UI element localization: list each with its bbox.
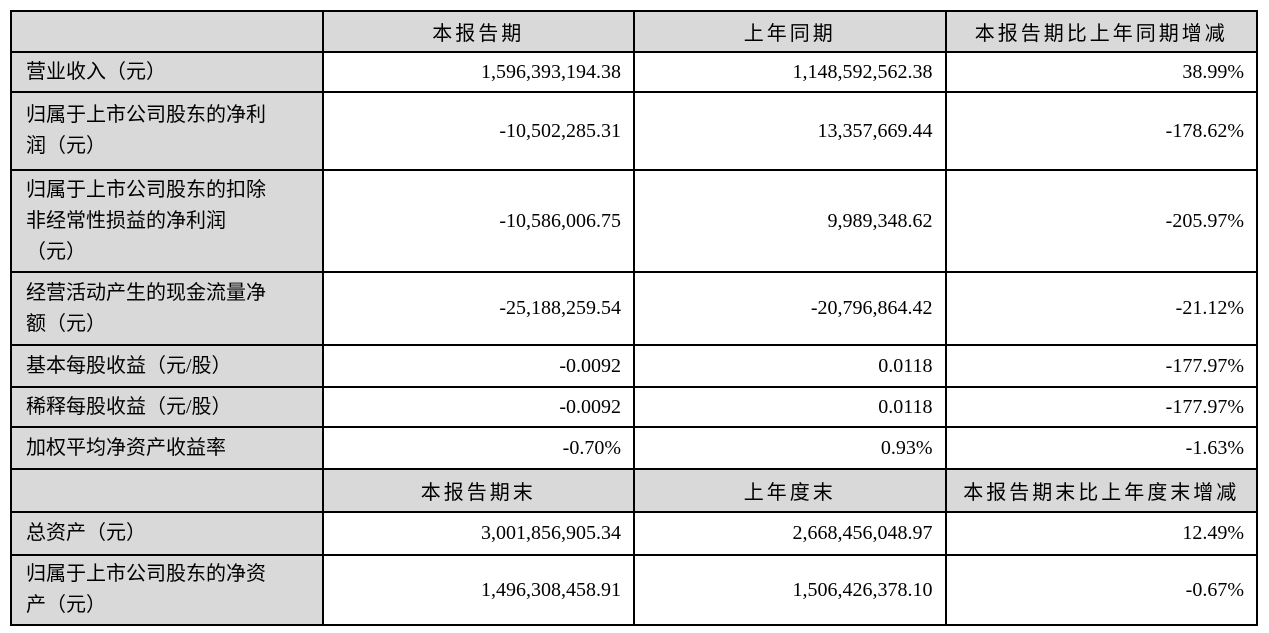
header-current-period: 本报告期 (321, 10, 635, 53)
value-total-assets-current: 3,001,856,905.34 (321, 511, 635, 556)
value-net-profit-excl-change: -205.97% (944, 169, 1258, 273)
value-diluted-eps-change: -177.97% (944, 386, 1258, 428)
value-cash-flow-current: -25,188,259.54 (321, 271, 635, 346)
header-row-period: 本报告期 上年同期 本报告期比上年同期增减 (10, 10, 1258, 53)
value-revenue-prior: 1,148,592,562.38 (633, 51, 947, 93)
row-label-weighted-roe: 加权平均净资产收益率 (10, 426, 324, 470)
value-revenue-change: 38.99% (944, 51, 1258, 93)
row-label-basic-eps: 基本每股收益（元/股） (10, 344, 324, 388)
value-basic-eps-change: -177.97% (944, 344, 1258, 388)
value-net-assets-change: -0.67% (944, 554, 1258, 626)
value-net-profit-prior: 13,357,669.44 (633, 91, 947, 171)
table-row-operating-cash-flow: 经营活动产生的现金流量净 额（元） -25,188,259.54 -20,796… (10, 271, 1258, 346)
value-total-assets-prior: 2,668,456,048.97 (633, 511, 947, 556)
value-cash-flow-prior: -20,796,864.42 (633, 271, 947, 346)
value-net-profit-change: -178.62% (944, 91, 1258, 171)
value-net-profit-current: -10,502,285.31 (321, 91, 635, 171)
header-period-change: 本报告期比上年同期增减 (944, 10, 1258, 53)
value-net-profit-excl-current: -10,586,006.75 (321, 169, 635, 273)
value-net-profit-excl-prior: 9,989,348.62 (633, 169, 947, 273)
table-row-net-profit-excl-nonrecurring: 归属于上市公司股东的扣除 非经常性损益的净利润 （元） -10,586,006.… (10, 169, 1258, 273)
row-label-total-assets: 总资产（元） (10, 511, 324, 556)
row-label-net-profit-excl: 归属于上市公司股东的扣除 非经常性损益的净利润 （元） (10, 169, 324, 273)
row-label-diluted-eps: 稀释每股收益（元/股） (10, 386, 324, 428)
row-label-net-assets: 归属于上市公司股东的净资 产（元） (10, 554, 324, 626)
table-row-weighted-roe: 加权平均净资产收益率 -0.70% 0.93% -1.63% (10, 426, 1258, 470)
value-weighted-roe-change: -1.63% (944, 426, 1258, 470)
value-net-assets-current: 1,496,308,458.91 (321, 554, 635, 626)
table-row-net-profit: 归属于上市公司股东的净利 润（元） -10,502,285.31 13,357,… (10, 91, 1258, 171)
table-row-net-assets: 归属于上市公司股东的净资 产（元） 1,496,308,458.91 1,506… (10, 554, 1258, 626)
value-net-assets-prior: 1,506,426,378.10 (633, 554, 947, 626)
header-current-period-end: 本报告期末 (321, 468, 635, 513)
value-weighted-roe-current: -0.70% (321, 426, 635, 470)
row-label-cash-flow: 经营活动产生的现金流量净 额（元） (10, 271, 324, 346)
header-prior-period: 上年同期 (633, 10, 947, 53)
row-label-net-profit: 归属于上市公司股东的净利 润（元） (10, 91, 324, 171)
value-basic-eps-current: -0.0092 (321, 344, 635, 388)
financial-summary-table: 本报告期 上年同期 本报告期比上年同期增减 营业收入（元） 1,596,393,… (10, 10, 1258, 626)
value-weighted-roe-prior: 0.93% (633, 426, 947, 470)
value-basic-eps-prior: 0.0118 (633, 344, 947, 388)
value-total-assets-change: 12.49% (944, 511, 1258, 556)
value-cash-flow-change: -21.12% (944, 271, 1258, 346)
table-row-basic-eps: 基本每股收益（元/股） -0.0092 0.0118 -177.97% (10, 344, 1258, 388)
value-revenue-current: 1,596,393,194.38 (321, 51, 635, 93)
header-blank-cell (10, 10, 324, 53)
row-label-revenue: 营业收入（元） (10, 51, 324, 93)
value-diluted-eps-current: -0.0092 (321, 386, 635, 428)
header-row-period-end: 本报告期末 上年度末 本报告期末比上年度末增减 (10, 468, 1258, 513)
header2-blank-cell (10, 468, 324, 513)
header-period-end-change: 本报告期末比上年度末增减 (944, 468, 1258, 513)
table-row-revenue: 营业收入（元） 1,596,393,194.38 1,148,592,562.3… (10, 51, 1258, 93)
value-diluted-eps-prior: 0.0118 (633, 386, 947, 428)
table-row-diluted-eps: 稀释每股收益（元/股） -0.0092 0.0118 -177.97% (10, 386, 1258, 428)
header-prior-year-end: 上年度末 (633, 468, 947, 513)
table-row-total-assets: 总资产（元） 3,001,856,905.34 2,668,456,048.97… (10, 511, 1258, 556)
